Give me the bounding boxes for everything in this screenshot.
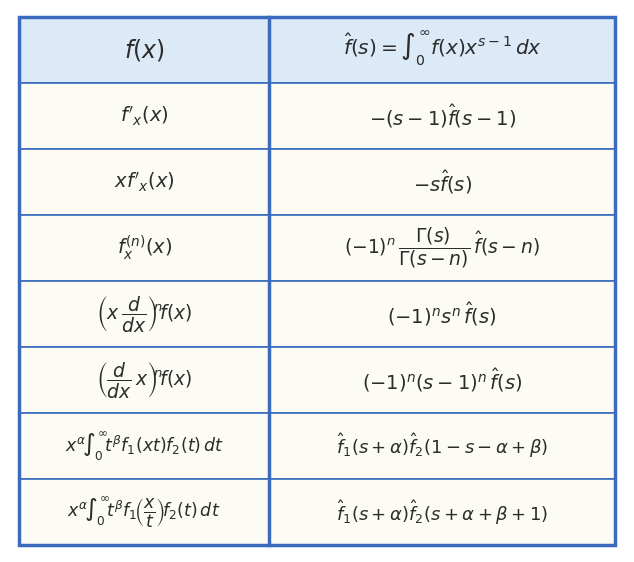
Text: $\hat{f}_1(s+\alpha)\hat{f}_2(1-s-\alpha+\beta)$: $\hat{f}_1(s+\alpha)\hat{f}_2(1-s-\alpha… — [336, 432, 548, 460]
FancyBboxPatch shape — [19, 149, 269, 215]
FancyBboxPatch shape — [19, 281, 269, 347]
Text: $\hat{f}_1(s+\alpha)\hat{f}_2(s+\alpha+\beta+1)$: $\hat{f}_1(s+\alpha)\hat{f}_2(s+\alpha+\… — [336, 498, 548, 527]
FancyBboxPatch shape — [269, 347, 615, 413]
Text: $\left(x\,\dfrac{d}{dx}\right)^{\!\!n}\!f(x)$: $\left(x\,\dfrac{d}{dx}\right)^{\!\!n}\!… — [96, 294, 192, 334]
Text: $-(s-1)\hat{f}(s-1)$: $-(s-1)\hat{f}(s-1)$ — [368, 102, 515, 130]
Text: $f(x)$: $f(x)$ — [124, 37, 164, 63]
FancyBboxPatch shape — [269, 17, 615, 83]
FancyBboxPatch shape — [269, 215, 615, 281]
FancyBboxPatch shape — [269, 413, 615, 479]
Text: $f_x^{(n)}(x)$: $f_x^{(n)}(x)$ — [117, 234, 172, 262]
FancyBboxPatch shape — [269, 83, 615, 149]
FancyBboxPatch shape — [269, 149, 615, 215]
Text: $\left(\dfrac{d}{dx}\,x\right)^{\!\!n}\!f(x)$: $\left(\dfrac{d}{dx}\,x\right)^{\!\!n}\!… — [96, 360, 192, 400]
FancyBboxPatch shape — [19, 83, 269, 149]
FancyBboxPatch shape — [19, 413, 269, 479]
Text: $(-1)^n s^n\,\hat{f}(s)$: $(-1)^n s^n\,\hat{f}(s)$ — [387, 300, 497, 328]
Text: $\hat{f}(s) = \int_0^{\infty} f(x)x^{s-1}\,dx$: $\hat{f}(s) = \int_0^{\infty} f(x)x^{s-1… — [342, 28, 541, 66]
Text: $f'_x(x)$: $f'_x(x)$ — [120, 105, 169, 128]
FancyBboxPatch shape — [19, 479, 269, 545]
FancyBboxPatch shape — [19, 17, 269, 83]
FancyBboxPatch shape — [19, 215, 269, 281]
Text: $-s\hat{f}(s)$: $-s\hat{f}(s)$ — [413, 168, 472, 196]
FancyBboxPatch shape — [19, 347, 269, 413]
Text: $xf'_x(x)$: $xf'_x(x)$ — [114, 170, 174, 193]
FancyBboxPatch shape — [269, 281, 615, 347]
Text: $x^{\alpha}\!\int_0^{\infty}\! t^{\beta} f_1(xt)f_2(t)\,dt$: $x^{\alpha}\!\int_0^{\infty}\! t^{\beta}… — [65, 429, 224, 463]
Text: $(-1)^n(s-1)^n\,\hat{f}(s)$: $(-1)^n(s-1)^n\,\hat{f}(s)$ — [362, 366, 522, 394]
Text: $x^{\alpha}\!\int_0^{\infty}\! t^{\beta} f_1\!\left(\dfrac{x}{t}\right)\!f_2(t)\: $x^{\alpha}\!\int_0^{\infty}\! t^{\beta}… — [67, 495, 221, 530]
FancyBboxPatch shape — [269, 479, 615, 545]
Text: $(-1)^n\,\dfrac{\Gamma(s)}{\Gamma(s-n)}\,\hat{f}(s-n)$: $(-1)^n\,\dfrac{\Gamma(s)}{\Gamma(s-n)}\… — [344, 225, 540, 270]
